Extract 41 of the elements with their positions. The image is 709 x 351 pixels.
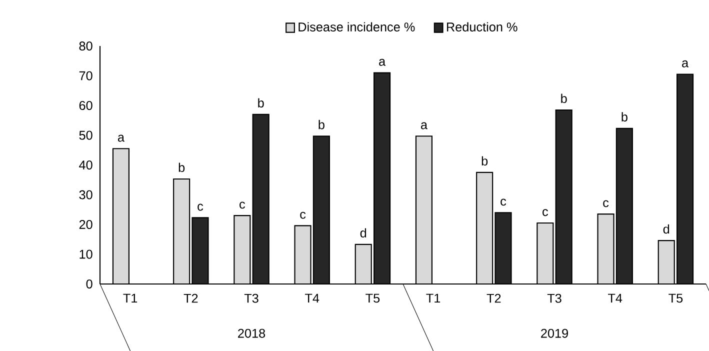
data-label: b <box>482 156 488 166</box>
data-label: b <box>178 162 185 172</box>
y-tick-label: 40 <box>79 160 92 170</box>
data-label: c <box>240 202 246 209</box>
x-tick-label: T1 <box>123 294 138 303</box>
x-tick-label: T4 <box>608 294 622 303</box>
data-label: a <box>420 122 428 130</box>
y-tick-label: 70 <box>79 71 92 80</box>
y-tick-label: 0 <box>86 280 92 288</box>
y-tick-label: 50 <box>79 130 92 140</box>
x-tick-label: T2 <box>486 294 501 303</box>
x-tick-label: T5 <box>668 294 683 303</box>
data-label: a <box>118 134 124 142</box>
data-label: c <box>603 200 609 208</box>
x-tick-label: T1 <box>426 294 440 303</box>
data-label: c <box>542 209 548 216</box>
data-label: d <box>663 224 670 234</box>
x-tick-label: T3 <box>547 294 562 303</box>
y-tick-label: 20 <box>79 220 92 229</box>
data-label: c <box>300 212 306 219</box>
data-label: c <box>500 198 506 206</box>
text: 2018 <box>238 328 266 338</box>
y-tick-label: 60 <box>79 101 92 110</box>
x-tick-label: T5 <box>366 294 380 303</box>
x-tick-label: T3 <box>244 294 258 303</box>
data-label: b <box>318 120 324 130</box>
x-tick-label: T4 <box>305 294 320 303</box>
x-tick-label: T2 <box>184 294 198 303</box>
data-label: b <box>561 94 567 104</box>
data-label: d <box>360 228 366 238</box>
data-label: a <box>682 60 689 68</box>
data-label: c <box>198 204 204 211</box>
text: 2019 <box>541 328 568 338</box>
data-label: b <box>258 98 264 108</box>
data-label: a <box>379 58 386 66</box>
y-tick-label: 80 <box>79 42 92 50</box>
data-label: b <box>622 112 628 122</box>
y-tick-label: 10 <box>80 250 92 259</box>
legend-label: Disease incidence % <box>298 22 415 32</box>
y-tick-label: 30 <box>79 190 92 200</box>
legend-label: Reduction % <box>447 22 518 32</box>
